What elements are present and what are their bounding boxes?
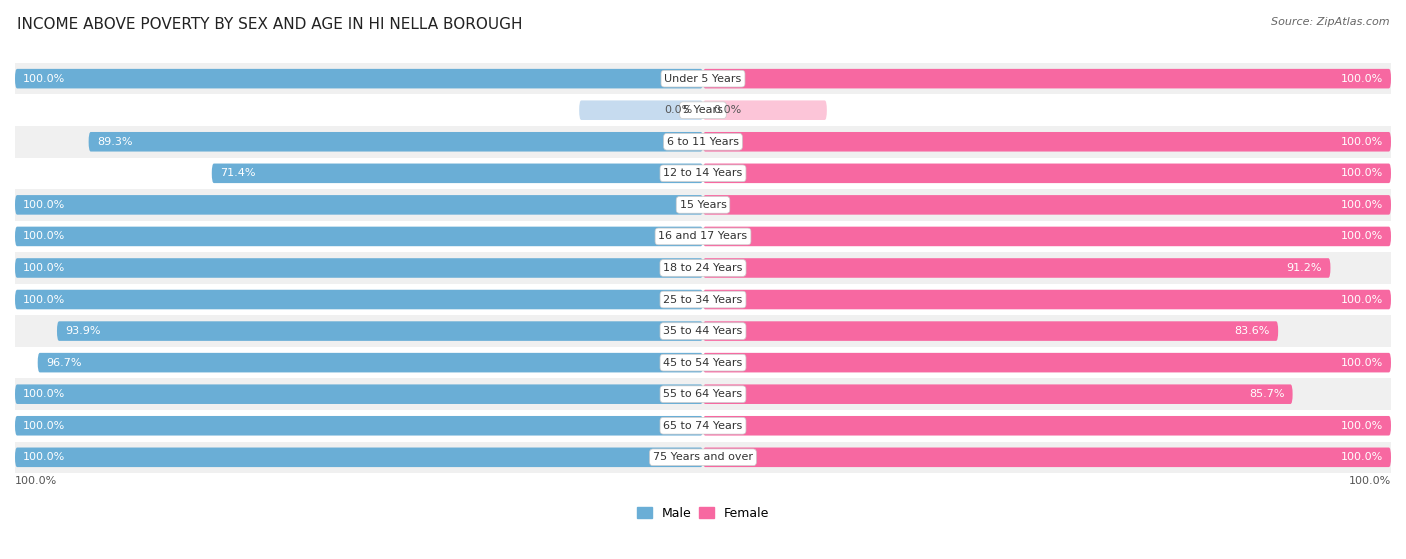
Text: 100.0%: 100.0% xyxy=(1340,231,1382,241)
FancyBboxPatch shape xyxy=(703,321,1278,341)
Text: 71.4%: 71.4% xyxy=(219,168,256,178)
Text: 100.0%: 100.0% xyxy=(24,452,66,462)
FancyBboxPatch shape xyxy=(703,353,1391,372)
Bar xyxy=(15,315,1391,347)
Text: Under 5 Years: Under 5 Years xyxy=(665,74,741,84)
Text: 18 to 24 Years: 18 to 24 Years xyxy=(664,263,742,273)
FancyBboxPatch shape xyxy=(89,132,703,151)
Text: 100.0%: 100.0% xyxy=(1340,358,1382,368)
FancyBboxPatch shape xyxy=(15,195,703,215)
Text: 100.0%: 100.0% xyxy=(15,476,58,486)
Text: 100.0%: 100.0% xyxy=(24,421,66,431)
Text: 16 and 17 Years: 16 and 17 Years xyxy=(658,231,748,241)
FancyBboxPatch shape xyxy=(703,385,1292,404)
Text: 100.0%: 100.0% xyxy=(24,389,66,399)
FancyBboxPatch shape xyxy=(703,416,1391,435)
Text: 45 to 54 Years: 45 to 54 Years xyxy=(664,358,742,368)
FancyBboxPatch shape xyxy=(703,195,1391,215)
FancyBboxPatch shape xyxy=(15,226,703,246)
Bar xyxy=(15,126,1391,158)
Text: 89.3%: 89.3% xyxy=(97,137,132,147)
Text: 100.0%: 100.0% xyxy=(24,74,66,84)
Text: 100.0%: 100.0% xyxy=(1348,476,1391,486)
Bar xyxy=(15,284,1391,315)
Text: 100.0%: 100.0% xyxy=(24,200,66,210)
Text: 100.0%: 100.0% xyxy=(24,263,66,273)
Legend: Male, Female: Male, Female xyxy=(637,507,769,520)
Text: 75 Years and over: 75 Years and over xyxy=(652,452,754,462)
FancyBboxPatch shape xyxy=(703,101,827,120)
Text: 100.0%: 100.0% xyxy=(1340,137,1382,147)
Bar xyxy=(15,189,1391,221)
Text: 100.0%: 100.0% xyxy=(24,295,66,305)
Text: 96.7%: 96.7% xyxy=(46,358,82,368)
Text: 15 Years: 15 Years xyxy=(679,200,727,210)
Text: 100.0%: 100.0% xyxy=(1340,295,1382,305)
Text: 0.0%: 0.0% xyxy=(665,105,693,115)
Text: 35 to 44 Years: 35 to 44 Years xyxy=(664,326,742,336)
Text: 85.7%: 85.7% xyxy=(1249,389,1284,399)
Text: Source: ZipAtlas.com: Source: ZipAtlas.com xyxy=(1271,17,1389,27)
Text: 55 to 64 Years: 55 to 64 Years xyxy=(664,389,742,399)
Text: 100.0%: 100.0% xyxy=(1340,74,1382,84)
Text: 100.0%: 100.0% xyxy=(1340,421,1382,431)
Text: 93.9%: 93.9% xyxy=(65,326,101,336)
Bar xyxy=(15,378,1391,410)
FancyBboxPatch shape xyxy=(212,164,703,183)
Bar xyxy=(15,63,1391,94)
FancyBboxPatch shape xyxy=(703,448,1391,467)
FancyBboxPatch shape xyxy=(703,69,1391,88)
FancyBboxPatch shape xyxy=(38,353,703,372)
Bar xyxy=(15,94,1391,126)
FancyBboxPatch shape xyxy=(15,416,703,435)
FancyBboxPatch shape xyxy=(15,290,703,309)
FancyBboxPatch shape xyxy=(15,385,703,404)
FancyBboxPatch shape xyxy=(703,258,1330,278)
Bar xyxy=(15,221,1391,252)
Text: 100.0%: 100.0% xyxy=(1340,200,1382,210)
Bar xyxy=(15,158,1391,189)
FancyBboxPatch shape xyxy=(703,164,1391,183)
FancyBboxPatch shape xyxy=(703,132,1391,151)
FancyBboxPatch shape xyxy=(703,290,1391,309)
FancyBboxPatch shape xyxy=(15,258,703,278)
Text: 91.2%: 91.2% xyxy=(1286,263,1322,273)
Bar xyxy=(15,252,1391,284)
Bar xyxy=(15,347,1391,378)
Text: 83.6%: 83.6% xyxy=(1234,326,1270,336)
FancyBboxPatch shape xyxy=(703,226,1391,246)
Text: INCOME ABOVE POVERTY BY SEX AND AGE IN HI NELLA BOROUGH: INCOME ABOVE POVERTY BY SEX AND AGE IN H… xyxy=(17,17,523,32)
Text: 5 Years: 5 Years xyxy=(683,105,723,115)
Text: 100.0%: 100.0% xyxy=(24,231,66,241)
Text: 100.0%: 100.0% xyxy=(1340,168,1382,178)
Text: 25 to 34 Years: 25 to 34 Years xyxy=(664,295,742,305)
Text: 12 to 14 Years: 12 to 14 Years xyxy=(664,168,742,178)
Bar xyxy=(15,410,1391,442)
Text: 0.0%: 0.0% xyxy=(713,105,741,115)
Text: 65 to 74 Years: 65 to 74 Years xyxy=(664,421,742,431)
Bar xyxy=(15,442,1391,473)
Text: 100.0%: 100.0% xyxy=(1340,452,1382,462)
Text: 6 to 11 Years: 6 to 11 Years xyxy=(666,137,740,147)
FancyBboxPatch shape xyxy=(579,101,703,120)
FancyBboxPatch shape xyxy=(15,448,703,467)
FancyBboxPatch shape xyxy=(15,69,703,88)
FancyBboxPatch shape xyxy=(58,321,703,341)
